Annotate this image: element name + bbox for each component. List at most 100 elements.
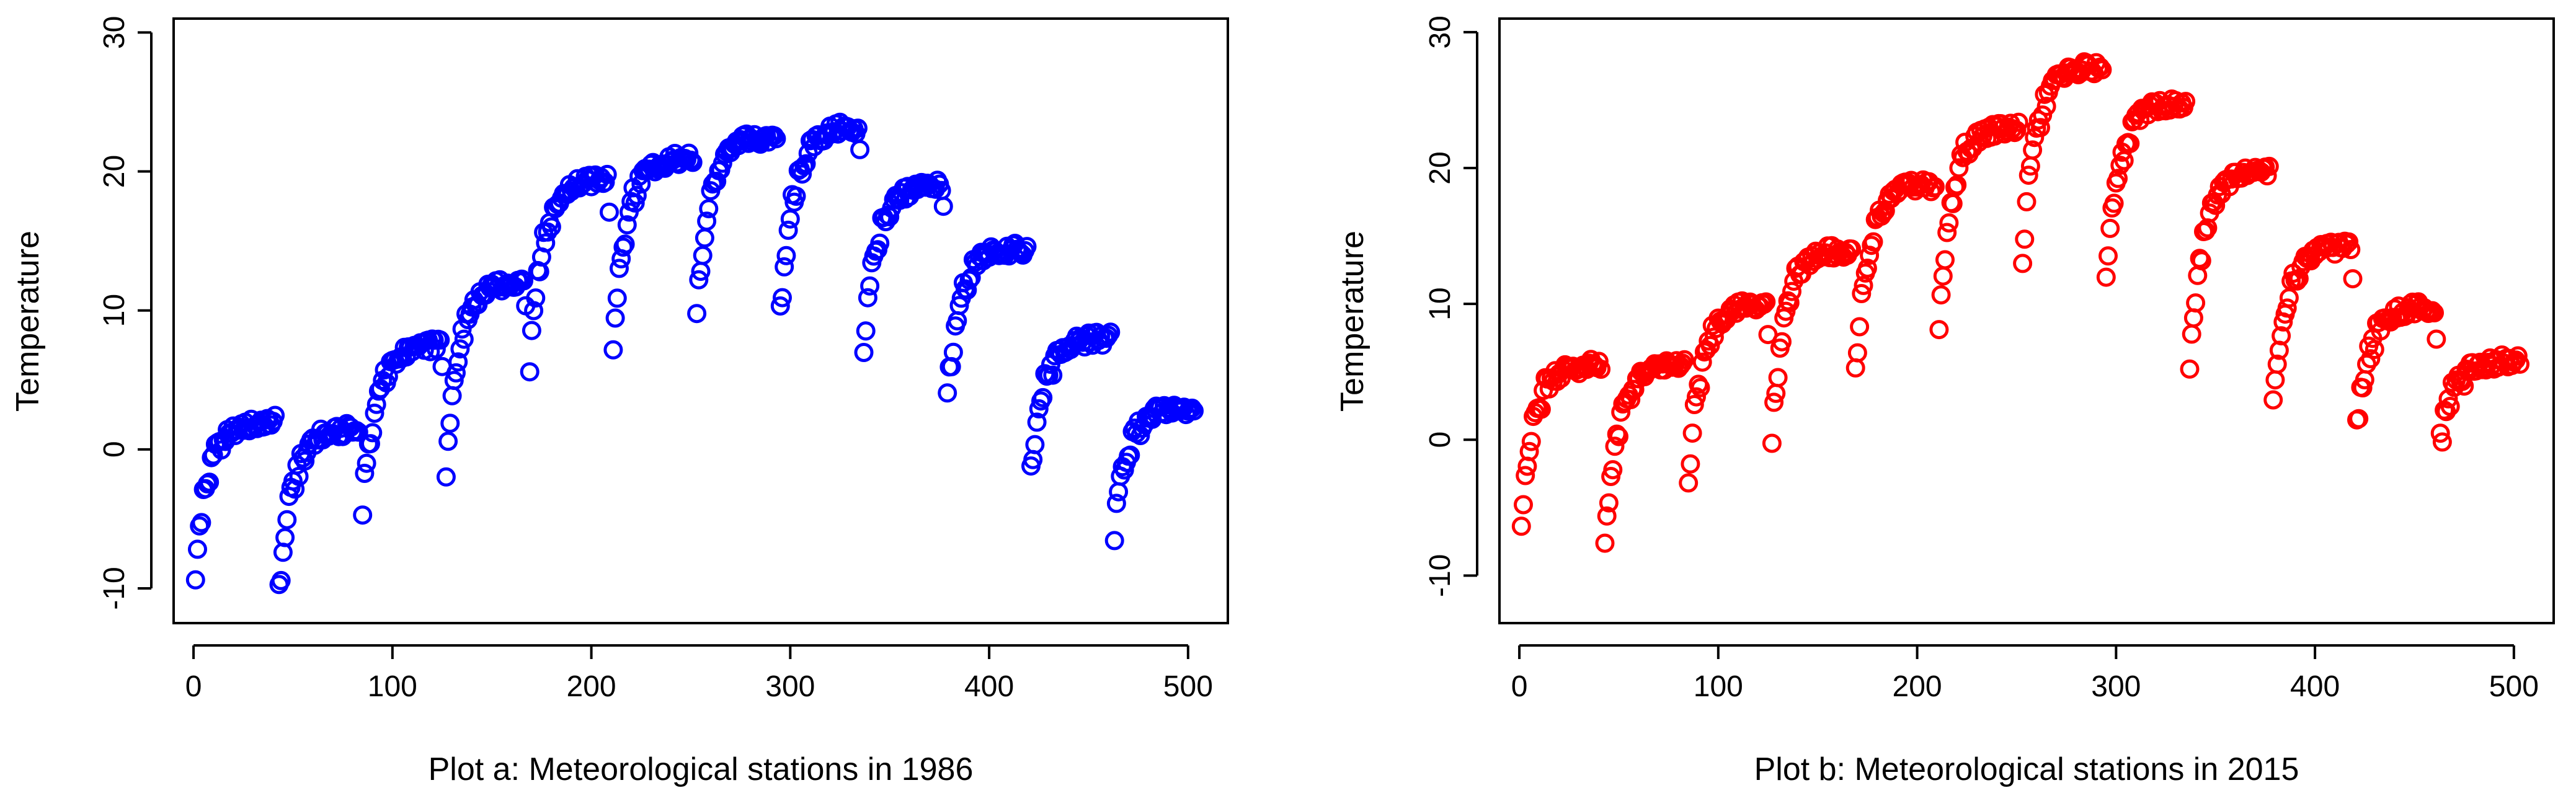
x-tick-label: 200 xyxy=(1893,670,1942,703)
data-point xyxy=(185,570,205,590)
data-point xyxy=(1682,423,1702,443)
data-point xyxy=(848,118,868,138)
y-tick-label: 10 xyxy=(98,294,131,327)
data-point xyxy=(697,211,717,231)
data-point xyxy=(603,340,623,360)
data-point xyxy=(1690,378,1710,397)
data-point xyxy=(442,386,462,405)
data-point xyxy=(2110,156,2130,175)
data-point xyxy=(1519,441,1539,461)
data-point xyxy=(2259,156,2279,176)
data-point xyxy=(1687,387,1706,407)
data-point xyxy=(275,528,295,547)
data-point xyxy=(880,207,900,227)
data-point xyxy=(1842,239,1862,259)
data-point xyxy=(285,479,305,499)
data-point xyxy=(2353,378,2373,397)
data-point xyxy=(1674,350,1694,370)
data-point xyxy=(1521,432,1541,451)
data-point xyxy=(2031,118,2050,138)
data-point xyxy=(271,570,291,590)
data-point xyxy=(1863,232,1883,252)
data-point xyxy=(2025,128,2045,148)
data-point xyxy=(2099,246,2118,266)
data-point xyxy=(1845,358,1865,378)
data-point xyxy=(850,140,870,159)
data-point xyxy=(1850,317,1870,337)
data-point xyxy=(1780,293,1800,312)
data-point xyxy=(1184,401,1204,421)
data-point xyxy=(450,339,470,359)
plot-a-frame xyxy=(172,17,1229,624)
data-point xyxy=(2104,193,2124,213)
data-point xyxy=(2120,133,2140,153)
data-point xyxy=(933,197,953,216)
data-point xyxy=(2096,267,2116,287)
data-point xyxy=(436,467,456,487)
data-point xyxy=(1516,466,1535,485)
data-point xyxy=(2422,301,2442,321)
data-point xyxy=(2028,110,2048,130)
data-point xyxy=(2005,123,2025,143)
data-point xyxy=(2186,293,2206,313)
data-point xyxy=(943,342,963,362)
data-point xyxy=(617,215,637,235)
data-point xyxy=(2265,370,2285,390)
plot-b: 0 100 200 300 400 500 -10 0 10 20 30 Plot b: Mete… xyxy=(1335,16,2555,787)
plot-b-x-axis-title: Plot b: Meteorological stations in 2015 xyxy=(1754,751,2299,787)
x-tick-label: 200 xyxy=(567,670,616,703)
data-point xyxy=(1925,177,1945,197)
plot-a-x-axis-title: Plot a: Meteorological stations in 1986 xyxy=(429,751,974,787)
data-point xyxy=(1933,266,1953,286)
data-point xyxy=(1597,506,1617,526)
data-point xyxy=(188,539,207,559)
x-tick-label: 0 xyxy=(1511,670,1528,703)
data-point xyxy=(689,270,709,290)
data-point xyxy=(597,164,617,184)
data-point xyxy=(365,404,384,423)
data-point xyxy=(778,220,798,240)
data-point xyxy=(2017,192,2036,211)
data-point xyxy=(2257,166,2277,185)
data-point xyxy=(1029,399,1049,418)
plot-b-y-axis: -10 0 10 20 30 xyxy=(1424,16,1478,597)
data-point xyxy=(363,423,383,443)
data-point xyxy=(775,257,794,277)
data-point xyxy=(1017,237,1037,257)
plot-a-y-axis-title: Temperature xyxy=(10,231,46,412)
data-point xyxy=(2182,324,2201,344)
data-point xyxy=(2019,166,2038,185)
data-point xyxy=(277,510,297,529)
plot-b-frame xyxy=(1498,17,2555,624)
data-point xyxy=(2279,288,2299,308)
data-point xyxy=(1591,360,1611,379)
data-point xyxy=(522,321,541,340)
data-point xyxy=(2013,254,2033,273)
plot-a: 0 100 200 300 400 500 -10 0 10 20 30 Plot a: Mete… xyxy=(10,16,1229,787)
data-point xyxy=(870,233,890,253)
data-point xyxy=(860,276,880,296)
data-point xyxy=(615,234,635,254)
data-point xyxy=(353,505,373,525)
data-point xyxy=(1027,412,1047,432)
data-point xyxy=(2009,112,2028,132)
data-point xyxy=(2015,229,2035,249)
data-point xyxy=(355,464,375,483)
data-point xyxy=(693,246,713,265)
data-point xyxy=(426,339,446,359)
x-tick-label: 500 xyxy=(2489,670,2539,703)
data-point xyxy=(1929,320,1949,340)
data-point xyxy=(1106,494,1126,513)
data-point xyxy=(2263,390,2283,410)
data-point xyxy=(2277,298,2297,318)
data-point xyxy=(446,363,466,383)
data-point xyxy=(2180,359,2200,379)
data-point xyxy=(361,434,380,454)
data-point xyxy=(1595,533,1615,553)
data-point xyxy=(699,199,719,219)
data-point xyxy=(514,271,533,291)
data-point xyxy=(520,362,540,382)
data-point xyxy=(1607,424,1627,444)
data-point xyxy=(2440,397,2460,416)
